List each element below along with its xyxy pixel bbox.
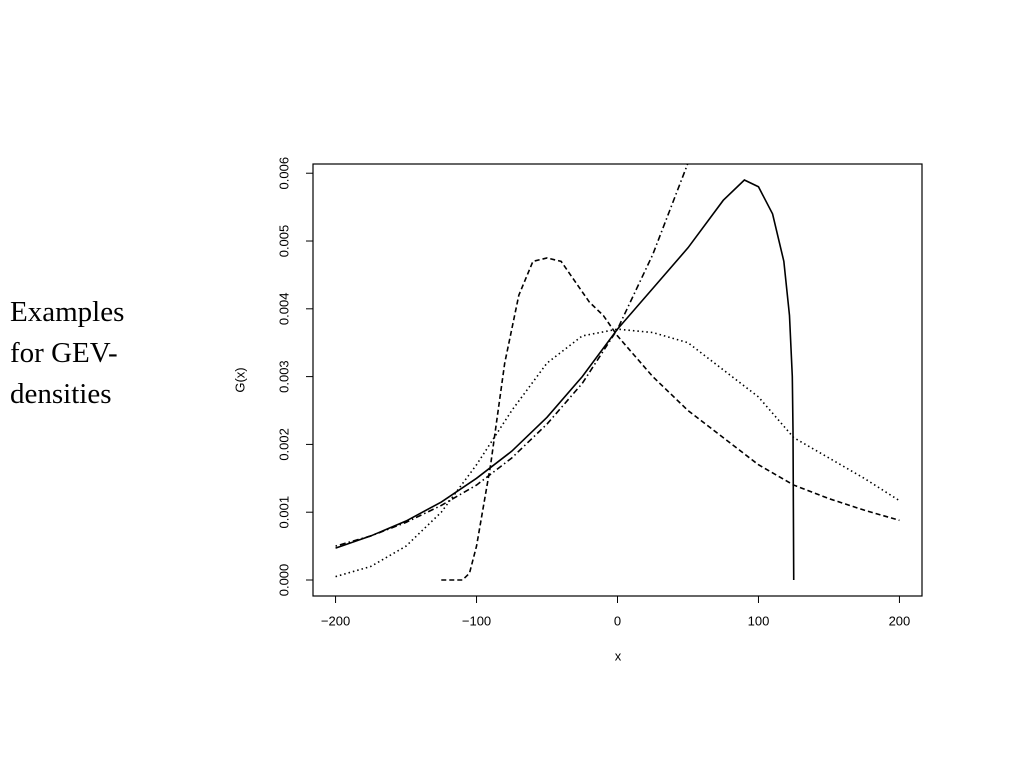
x-tick-label: 200: [889, 613, 911, 628]
x-tick-label: −100: [462, 613, 491, 628]
y-tick-label: 0.001: [276, 496, 291, 529]
x-tick-label: 100: [748, 613, 770, 628]
density-line: [335, 179, 795, 581]
density-line: [335, 328, 900, 578]
x-tick-label: 0: [614, 613, 621, 628]
slide-text: Examples for GEV-densities: [10, 296, 125, 410]
y-axis-label: G(x): [232, 367, 247, 392]
lines: [335, 164, 900, 581]
x-tick-label: −200: [321, 613, 350, 628]
x-axis-label: x: [615, 648, 622, 663]
y-tick-label: 0.005: [276, 225, 291, 258]
y-tick-label: 0.003: [276, 360, 291, 393]
y-tick-label: 0.000: [276, 564, 291, 597]
y-tick-label: 0.006: [276, 157, 291, 190]
density-line: [335, 164, 689, 547]
plot-box: [312, 163, 923, 597]
y-tick-label: 0.002: [276, 428, 291, 461]
y-tick-label: 0.004: [276, 293, 291, 326]
density-line: [441, 257, 900, 581]
